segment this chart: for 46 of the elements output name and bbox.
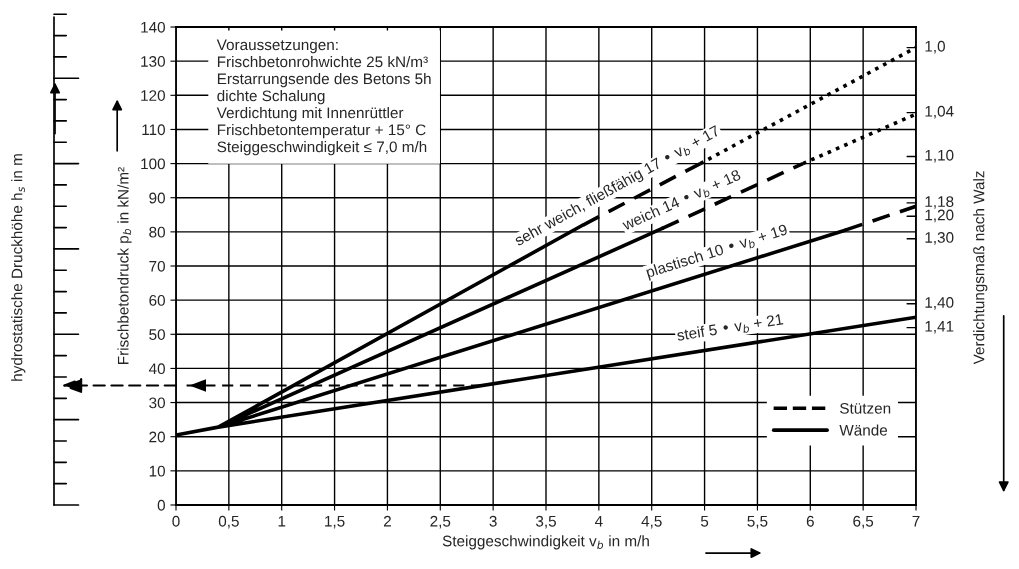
y-tick-label: 30: [149, 397, 165, 409]
annotation: Voraussetzungen: Frischbetonrohwichte 25 kN/m³ Erstarrungsende des Betons 5h dichte Schalung Verdichtung mit Innenrüttler Frischbetontemperatur + 15° C Steiggeschwindigkeit ≤ 7,0 m/h: [216, 39, 431, 156]
y-tick-label: 20: [149, 431, 165, 443]
x-tick-label: 5: [700, 515, 709, 527]
legend-label: Stützen: [840, 402, 891, 414]
y3-axis-title: hydrostatische Druckhöhe h$_{s}$ in m: [11, 154, 26, 381]
annotation: steif 5 • v$_{b}$ + 21: [676, 313, 784, 344]
x-tick-label: 3: [489, 515, 497, 527]
y-tick-label: 130: [141, 56, 165, 67]
x-tick-label: 1,5: [325, 515, 345, 529]
x-axis-title: Steiggeschwindigkeit v$_{b}$ in m/h: [442, 535, 649, 550]
x-tick-label: 4,5: [641, 515, 662, 529]
text: 1,10: [925, 149, 954, 163]
y-tick-label: 10: [149, 465, 165, 477]
x-tick-label: 4: [594, 515, 603, 527]
x-tick-label: 3,5: [535, 515, 556, 529]
x-tick-label: 2,5: [430, 515, 451, 529]
y-tick-label: 0: [157, 499, 165, 511]
x-tick-label: 7: [912, 515, 920, 527]
x-tick-label: 5,5: [747, 515, 768, 529]
text: 1,30: [925, 232, 954, 245]
legend-label: Wände: [839, 424, 888, 436]
y-tick-label: 110: [142, 124, 165, 136]
text: 1,41: [925, 321, 954, 334]
x-tick-label: 6,5: [853, 515, 874, 529]
text: 1,04: [925, 105, 954, 119]
y-tick-label: 70: [149, 260, 165, 272]
text: 1,0: [925, 40, 945, 54]
y2-axis-title: Verdichtungsmaß nach Walz: [973, 171, 988, 365]
y-tick-label: 40: [148, 363, 165, 375]
y-axis-title: Frischbetondruck p$_{b}$ in kN/m²: [117, 167, 132, 364]
x-tick-label: 0,5: [218, 515, 239, 529]
x-tick-label: 6: [806, 515, 814, 527]
text: 1,20: [925, 209, 954, 223]
text: 1,18: [925, 196, 954, 209]
text: 1,40: [925, 297, 954, 310]
y-tick-label: 140: [141, 21, 165, 33]
x-tick-label: 0: [172, 515, 180, 527]
y-tick-label: 50: [149, 329, 165, 340]
y-tick-label: 100: [141, 158, 165, 170]
x-tick-label: 1: [278, 515, 286, 527]
y-tick-label: 120: [141, 90, 165, 101]
x-tick-label: 2: [383, 515, 391, 527]
y-tick-label: 60: [149, 295, 165, 306]
y-tick-label: 90: [149, 192, 165, 204]
y-tick-label: 80: [149, 226, 165, 238]
